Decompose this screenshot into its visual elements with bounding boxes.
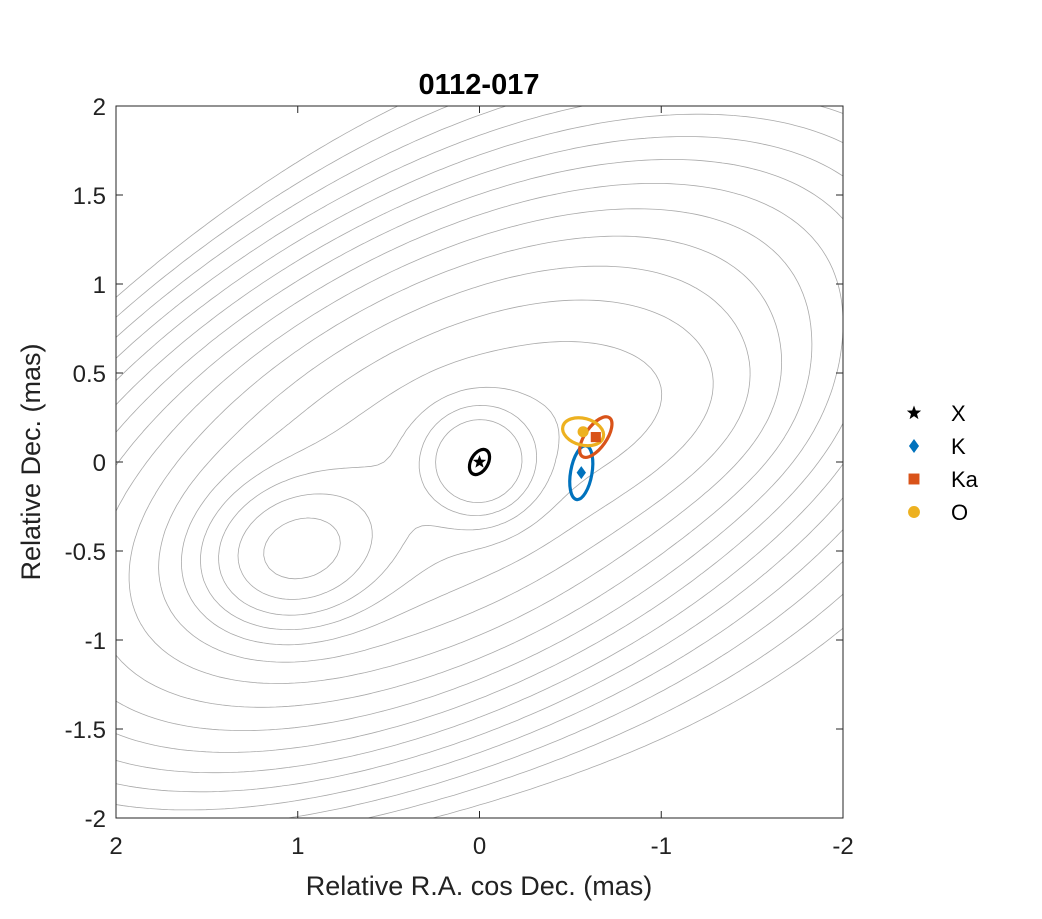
contour-line-7 (116, 183, 843, 731)
x-tick-label: 0 (473, 833, 486, 860)
legend: XK Ka O (906, 401, 979, 525)
x-tick-label: 1 (291, 833, 304, 860)
legend-label-o: O (951, 500, 968, 525)
contour-line-14 (237, 405, 537, 600)
x-tick-label: -1 (651, 833, 672, 860)
error-ellipse-o (561, 416, 606, 448)
y-tick-label: 2 (93, 94, 106, 121)
marker-layer (472, 426, 601, 480)
tick-layer (115, 105, 844, 819)
x-tick-label: 2 (109, 833, 122, 860)
contour-line-8 (116, 208, 813, 708)
contour-line-5 (116, 136, 843, 774)
y-tick-label: 0 (93, 450, 106, 477)
contour-line-1 (116, 106, 843, 818)
y-tick-label: -1.5 (65, 717, 106, 744)
contour-line-13 (218, 386, 560, 616)
marker-k (576, 466, 586, 480)
y-tick-label: -0.5 (65, 539, 106, 566)
y-axis-label: Relative Dec. (mas) (16, 343, 46, 580)
legend-marker-o (908, 506, 920, 518)
y-tick-label: 0.5 (73, 361, 106, 388)
marker-x (472, 455, 487, 468)
contour-line-12 (200, 341, 663, 630)
contour-line-0 (116, 106, 843, 818)
legend-label-k: K (951, 434, 966, 459)
x-tick-label: -2 (832, 833, 853, 860)
contour-line-4 (116, 113, 843, 793)
contour-line-11 (181, 299, 714, 646)
legend-marker-ka (908, 473, 920, 485)
tick-label-layer: 2 1 0 -1 -221.510.50-0.5-1-1.5-2 (65, 94, 854, 860)
error-ellipse-x (467, 447, 492, 477)
contour-line-2 (116, 106, 843, 818)
contour-layer (116, 106, 843, 818)
contour-line-9 (128, 235, 782, 684)
legend-marker-x (906, 405, 922, 420)
contour-line-15 (263, 419, 523, 580)
legend-label-x: X (951, 401, 966, 426)
contour-line-10 (158, 265, 751, 663)
legend-marker-k (908, 439, 920, 453)
marker-o (577, 426, 589, 438)
contour-line-6 (116, 159, 843, 753)
y-tick-label: 1 (93, 272, 106, 299)
contour-line-3 (116, 106, 843, 811)
y-tick-label: -2 (85, 806, 106, 833)
x-axis-label: Relative R.A. cos Dec. (mas) (306, 871, 653, 901)
y-tick-label: -1 (85, 628, 106, 655)
legend-label-ka: Ka (951, 467, 979, 492)
chart-title: 0112-017 (419, 69, 540, 101)
marker-ka (590, 432, 601, 443)
y-tick-label: 1.5 (73, 183, 106, 210)
